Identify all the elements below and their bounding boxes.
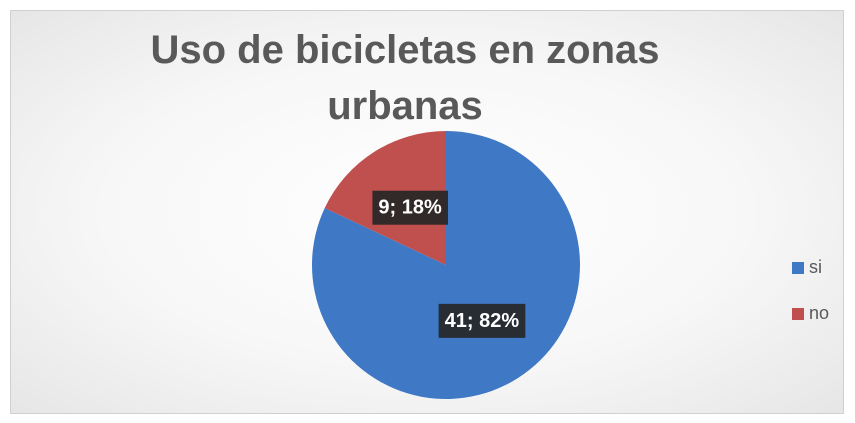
data-label-box bbox=[438, 303, 526, 338]
data-label: 9; 18% bbox=[372, 190, 448, 225]
chart-title: Uso de bicicletas en zonas urbanas bbox=[150, 28, 660, 128]
legend-swatch bbox=[792, 262, 804, 274]
data-label: 41; 82% bbox=[438, 303, 526, 338]
legend-swatch bbox=[792, 308, 804, 320]
legend-label: si bbox=[809, 257, 822, 277]
data-label-box bbox=[372, 190, 448, 225]
legend-label: no bbox=[809, 303, 829, 323]
data-label-text: 41; 82% bbox=[445, 310, 520, 332]
data-label-text: 9; 18% bbox=[378, 197, 442, 219]
